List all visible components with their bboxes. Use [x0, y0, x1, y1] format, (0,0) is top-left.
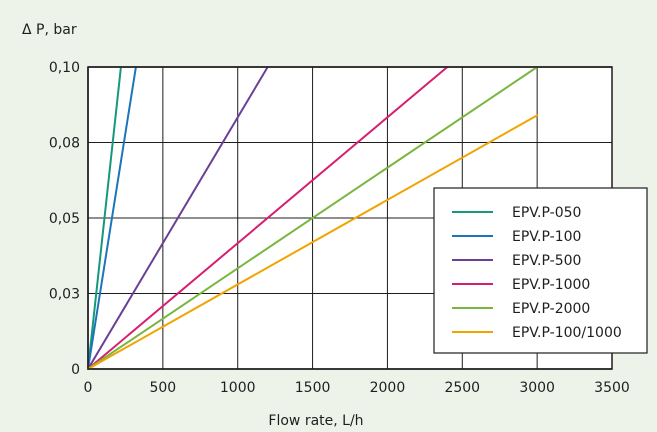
y-tick-label: 0,05	[49, 211, 80, 227]
x-tick-label: 3500	[594, 380, 630, 396]
axis-layer: 0 500 1000 1500 2000 2500 3000 3500 0 0,03 0,05 0,0…	[49, 60, 630, 396]
series-line	[87, 66, 539, 370]
y-tick-label: 0,10	[49, 60, 80, 76]
y-tick-label: 0	[71, 362, 80, 378]
y-axis-title: Δ P, bar	[22, 22, 77, 38]
legend-label: EPV.P-500	[512, 253, 581, 269]
x-tick-label: 3000	[519, 380, 555, 396]
x-tick-label: 500	[149, 380, 176, 396]
y-tick-label: 0,08	[49, 136, 80, 152]
y-tick-label: 0,03	[49, 287, 80, 303]
x-tick-label: 1500	[295, 380, 331, 396]
legend-label: EPV.P-100/1000	[512, 325, 622, 341]
legend-box	[433, 187, 648, 354]
x-tick-label: 1000	[220, 380, 256, 396]
x-tick-label: 2500	[444, 380, 480, 396]
series-layer	[87, 66, 539, 370]
legend-label: EPV.P-1000	[512, 277, 590, 293]
series-line	[87, 66, 137, 370]
legend-label: EPV.P-050	[512, 205, 581, 221]
x-tick-label: 2000	[370, 380, 406, 396]
x-tick-label: 0	[84, 380, 93, 396]
legend: EPV.P-050 EPV.P-100 EPV.P-500 EPV.P-1000 EPV…	[433, 187, 648, 354]
legend-label: EPV.P-100	[512, 229, 581, 245]
series-line	[87, 66, 449, 370]
series-line	[87, 66, 269, 370]
series-line	[87, 114, 539, 370]
legend-label: EPV.P-2000	[512, 301, 590, 317]
x-axis-title: Flow rate, L/h	[268, 413, 363, 429]
series-line	[87, 66, 122, 370]
